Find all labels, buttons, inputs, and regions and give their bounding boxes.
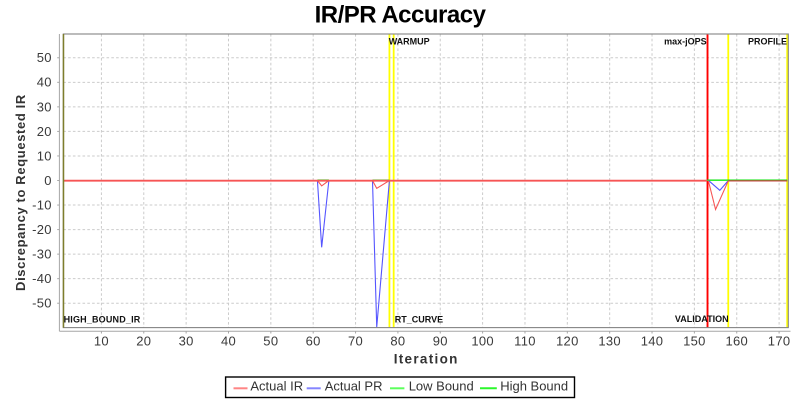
svg-text:RT_CURVE: RT_CURVE (395, 314, 443, 324)
svg-text:90: 90 (433, 334, 448, 349)
svg-text:80: 80 (390, 334, 405, 349)
svg-text:High Bound: High Bound (500, 379, 568, 394)
svg-text:0: 0 (44, 173, 52, 188)
svg-text:Actual IR: Actual IR (250, 379, 303, 394)
svg-text:-40: -40 (32, 271, 52, 286)
svg-text:Low Bound: Low Bound (409, 379, 474, 394)
svg-text:IR/PR Accuracy: IR/PR Accuracy (315, 1, 487, 28)
svg-text:Actual PR: Actual PR (325, 379, 383, 394)
svg-text:20: 20 (136, 334, 151, 349)
svg-text:50: 50 (263, 334, 278, 349)
svg-text:170: 170 (768, 334, 791, 349)
svg-text:40: 40 (37, 75, 52, 90)
svg-text:Discrepancy to Requested IR: Discrepancy to Requested IR (13, 94, 28, 291)
svg-text:50: 50 (37, 50, 52, 65)
svg-text:40: 40 (221, 334, 236, 349)
svg-text:10: 10 (94, 334, 109, 349)
svg-text:130: 130 (598, 334, 621, 349)
svg-text:VALIDATION: VALIDATION (675, 314, 729, 324)
svg-text:HIGH_BOUND_IR: HIGH_BOUND_IR (64, 315, 141, 325)
svg-text:70: 70 (348, 334, 363, 349)
svg-text:30: 30 (179, 334, 194, 349)
svg-text:-30: -30 (32, 247, 52, 262)
svg-text:100: 100 (471, 334, 494, 349)
svg-text:120: 120 (556, 334, 579, 349)
svg-text:150: 150 (683, 334, 706, 349)
svg-text:Iteration: Iteration (394, 352, 459, 367)
svg-text:-50: -50 (32, 296, 52, 311)
svg-text:20: 20 (37, 124, 52, 139)
svg-text:10: 10 (37, 148, 52, 163)
svg-text:160: 160 (725, 334, 748, 349)
svg-text:30: 30 (37, 99, 52, 114)
svg-text:-10: -10 (32, 197, 52, 212)
svg-text:max-jOPS: max-jOPS (664, 36, 707, 46)
svg-text:140: 140 (641, 334, 664, 349)
svg-text:WARMUP: WARMUP (389, 36, 430, 46)
svg-text:PROFILE: PROFILE (748, 36, 787, 46)
svg-text:-20: -20 (32, 222, 52, 237)
svg-text:60: 60 (306, 334, 321, 349)
svg-text:110: 110 (514, 334, 536, 349)
